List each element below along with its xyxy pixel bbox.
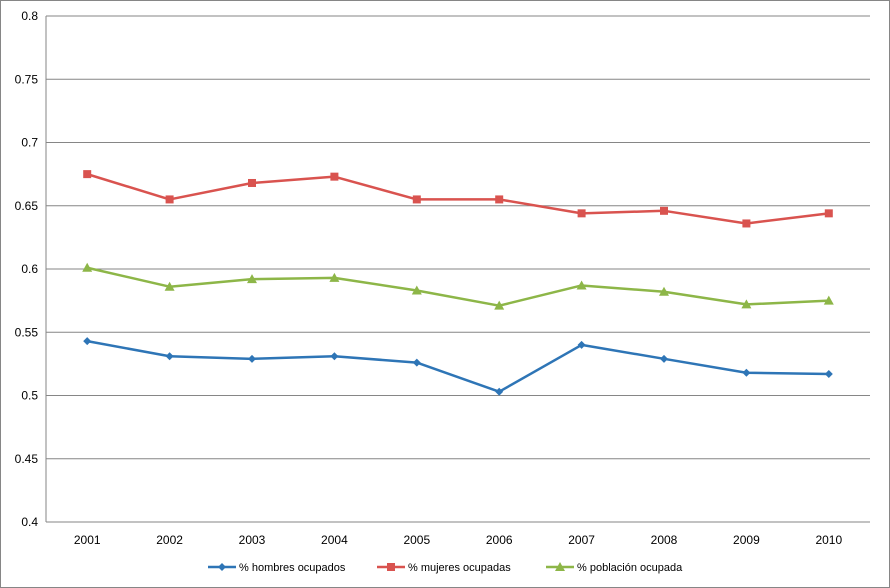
- y-tick-label: 0.75: [15, 72, 39, 86]
- data-point: [494, 300, 505, 310]
- legend-label: % mujeres ocupadas: [408, 562, 511, 574]
- series-0: [83, 337, 833, 396]
- x-tick-label: 2007: [568, 533, 595, 547]
- series-2: [82, 262, 834, 310]
- series-line: [86, 266, 829, 307]
- data-point: [412, 195, 421, 204]
- legend-item: % mujeres ocupadas: [377, 562, 511, 574]
- data-point: [165, 195, 174, 204]
- series-lines: [82, 170, 834, 396]
- data-point: [83, 337, 92, 346]
- data-point: [495, 195, 504, 204]
- y-tick-label: 0.8: [21, 9, 38, 23]
- legend-swatch-marker: [218, 563, 226, 571]
- data-point: [165, 352, 174, 361]
- x-axis-tick-labels: 2001 2002 2003 2004 2005 2006 2007 2008 2009 2010: [74, 533, 843, 547]
- data-point: [330, 352, 339, 361]
- y-tick-label: 0.55: [15, 325, 39, 339]
- data-point: [412, 358, 421, 367]
- x-tick-label: 2002: [156, 533, 183, 547]
- legend-label: % población ocupada: [577, 562, 683, 574]
- y-tick-label: 0.65: [15, 199, 39, 213]
- series-1: [83, 170, 833, 228]
- legend-swatch-marker: [555, 562, 565, 571]
- data-point: [742, 368, 751, 377]
- y-tick-label: 0.7: [21, 136, 38, 150]
- data-point: [577, 209, 586, 218]
- y-tick-label: 0.5: [21, 389, 38, 403]
- y-axis-tick-labels: 0.4 0.45 0.5 0.55 0.6 0.65 0.7 0.75 0.8: [15, 9, 39, 529]
- y-tick-label: 0.45: [15, 452, 39, 466]
- legend: % hombres ocupados % mujeres ocupadas % po…: [208, 562, 683, 574]
- x-tick-label: 2010: [815, 533, 842, 547]
- x-tick-label: 2005: [403, 533, 430, 547]
- legend-label: % hombres ocupados: [239, 562, 346, 574]
- legend-swatch-marker: [387, 563, 395, 571]
- data-point: [247, 274, 257, 284]
- data-point: [660, 206, 668, 215]
- data-point: [741, 299, 752, 309]
- data-point: [330, 172, 339, 181]
- data-point: [576, 280, 587, 290]
- data-point: [164, 281, 175, 291]
- y-tick-label: 0.6: [21, 262, 38, 276]
- data-point: [659, 286, 669, 296]
- x-tick-label: 2008: [651, 533, 678, 547]
- data-point: [82, 262, 93, 272]
- x-tick-label: 2001: [74, 533, 101, 547]
- data-point: [824, 369, 833, 378]
- data-point: [824, 209, 833, 218]
- data-point: [742, 219, 751, 228]
- data-point: [329, 272, 340, 282]
- data-point: [495, 387, 504, 396]
- legend-item: % población ocupada: [546, 562, 683, 574]
- x-tick-label: 2003: [239, 533, 266, 547]
- data-point: [83, 170, 92, 179]
- data-point: [411, 285, 422, 295]
- data-point: [823, 295, 834, 305]
- data-point: [660, 354, 668, 363]
- legend-item: % hombres ocupados: [208, 562, 346, 574]
- data-point: [248, 354, 256, 363]
- x-tick-label: 2006: [486, 533, 513, 547]
- x-tick-label: 2004: [321, 533, 348, 547]
- x-tick-label: 2009: [733, 533, 760, 547]
- data-point: [248, 178, 256, 187]
- series-line: [86, 339, 829, 393]
- data-point: [577, 340, 586, 349]
- series-line: [86, 172, 829, 225]
- y-tick-label: 0.4: [21, 515, 38, 529]
- gridlines: [45, 15, 870, 523]
